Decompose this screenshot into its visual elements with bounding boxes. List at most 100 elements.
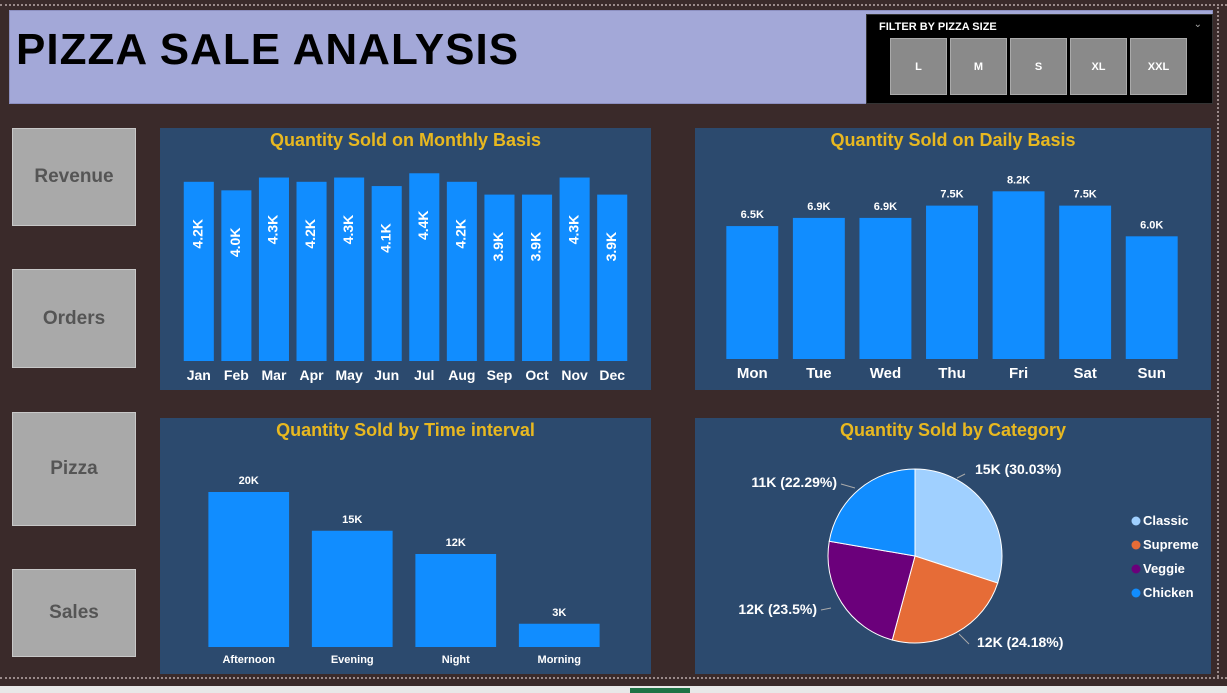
pie-slice [828,468,916,557]
tick-label: Afternoon [222,654,275,666]
tick-label: Jan [187,367,211,383]
legend-label: Supreme [1143,537,1199,552]
data-label: 6.0K [1140,219,1163,231]
tick-label: Thu [938,365,966,382]
bar [522,194,553,361]
legend-label: Classic [1143,513,1189,528]
nav-button-orders[interactable]: Orders [12,269,136,368]
chart-title: Quantity Sold by Category [839,420,1067,440]
bar [371,186,402,361]
pie-slice [914,468,1003,584]
size-button-m[interactable]: M [950,38,1007,95]
category-chart-panel: Quantity Sold by Category 15K (30.03%) 12… [695,418,1211,674]
legend-marker [1131,540,1141,550]
leader-line [956,473,966,479]
data-label: 4.4K [415,210,431,240]
data-label: 3K [552,607,566,619]
data-label: 6.5K [741,209,764,221]
size-button-s[interactable]: S [1010,38,1067,95]
category-pie-chart: 15K (30.03%) 12K (24.18%) 12K (23.5%) 11K (… [738,461,1199,650]
tick-label: Sun [1138,365,1166,382]
tick-label: Mon [737,365,768,382]
size-filter-slicer[interactable]: FILTER BY PIZZA SIZE ⌄ L M S XL XXL [866,14,1213,104]
data-label: 8.2K [1007,174,1030,186]
size-button-l[interactable]: L [890,38,947,95]
bar [926,205,978,359]
legend-label: Chicken [1143,585,1194,600]
bar [334,177,365,361]
size-button-xxl[interactable]: XXL [1130,38,1187,95]
bar [559,177,590,361]
bar [415,554,497,647]
data-label: 4.2K [302,219,318,249]
bar [183,181,214,361]
leader-line [820,607,832,611]
time-bar-chart: 20K Afternoon 15K Evening 12K Night 3K Morning [208,475,600,666]
bar [446,181,477,361]
tick-label: Night [442,654,470,666]
tick-label: Evening [331,654,374,666]
chart-title: Quantity Sold by Time interval [276,420,535,440]
data-label: 3.9K [490,232,506,262]
pie-slice [827,540,916,641]
tick-label: Dec [599,367,625,383]
data-label: 11K (22.29%) [751,474,837,490]
data-label: 3.9K [603,232,619,262]
divider [0,4,1227,6]
pie-slice [891,555,999,644]
bar [518,623,600,647]
data-label: 4.2K [453,219,469,249]
tick-label: Aug [448,367,475,383]
page-title: PIZZA SALE ANALYSIS [16,25,520,74]
tick-label: Apr [299,367,324,383]
bar [208,492,290,647]
chart-title: Quantity Sold on Monthly Basis [269,130,541,150]
data-label: 6.9K [874,201,897,213]
data-label: 4.3K [265,215,281,245]
divider [1217,4,1219,677]
tick-label: May [336,367,363,383]
tick-label: Feb [224,367,249,383]
tick-label: Mar [262,367,287,383]
legend-marker [1131,588,1141,598]
bar [296,181,327,361]
bar [992,191,1045,359]
bar [258,177,289,361]
chart-title: Quantity Sold on Daily Basis [830,130,1076,150]
bar [1125,236,1178,359]
sheet-tab-bar [0,686,1227,693]
tick-label: Oct [525,367,549,383]
bar [1059,205,1112,359]
data-label: 4.3K [340,215,356,245]
data-label: 4.2K [189,219,205,249]
bar [221,190,252,361]
data-label: 7.5K [940,189,963,201]
tick-label: Sat [1073,365,1096,382]
chevron-down-icon[interactable]: ⌄ [1193,19,1202,30]
data-label: 6.9K [807,201,830,213]
size-button-xl[interactable]: XL [1070,38,1127,95]
data-label: 12K [446,537,466,549]
data-label: 12K (24.18%) [977,634,1063,650]
data-label: 7.5K [1074,189,1097,201]
filter-title: FILTER BY PIZZA SIZE [879,21,997,33]
bar [484,194,515,361]
bar [726,226,779,359]
nav-button-revenue[interactable]: Revenue [12,128,136,226]
bar [859,217,912,359]
active-sheet-tab[interactable] [630,688,690,693]
tick-label: Wed [870,365,901,382]
legend-label: Veggie [1143,561,1185,576]
nav-button-sales[interactable]: Sales [12,569,136,657]
nav-button-pizza[interactable]: Pizza [12,412,136,526]
bar [792,217,845,359]
data-label: 20K [239,475,259,487]
data-label: 12K (23.5%) [738,601,817,617]
data-label: 15K (30.03%) [975,461,1061,477]
tick-label: Tue [806,365,832,382]
data-label: 3.9K [528,232,544,262]
bar [409,173,440,361]
leader-line [958,633,970,645]
monthly-bar-chart: 4.2K Jan 4.0K Feb 4.3K Mar 4.2K Apr 4.3K May 4.1K J… [183,173,628,383]
